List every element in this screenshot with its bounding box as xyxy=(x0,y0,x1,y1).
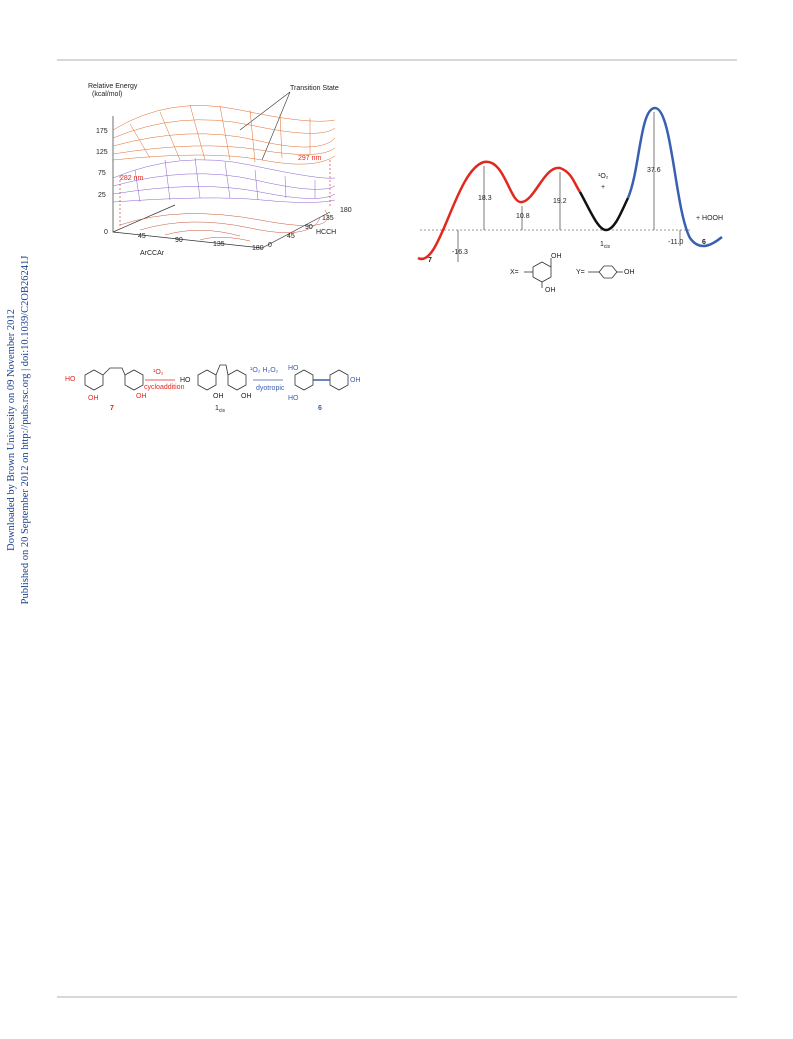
profile-black xyxy=(578,191,630,232)
oh-label: OH xyxy=(88,395,99,402)
energy: -16.3 xyxy=(452,249,468,256)
compound-main: 1 xyxy=(215,405,219,412)
reagent: ¹O₂ xyxy=(598,173,609,180)
annotation: Transition State xyxy=(290,85,339,92)
y-unit: (kcal/mol) xyxy=(92,91,122,98)
compound-label: 7 xyxy=(110,405,114,412)
x-tick-label: 180 xyxy=(252,245,264,252)
z-axis-label: HCCH xyxy=(316,229,336,236)
x-tick-label: 90 xyxy=(175,237,183,244)
scheme: HO OH OH 7 ¹O₂ cycloaddition HO OH OH 1c… xyxy=(65,364,361,414)
y-tick-label: 175 xyxy=(96,128,108,135)
reagent: ¹O₂ xyxy=(153,369,164,376)
oh-label: OH xyxy=(551,253,562,260)
oh-label: OH xyxy=(545,287,556,294)
compound-label: 1cis xyxy=(215,405,226,414)
compound-main: 1 xyxy=(600,241,604,248)
ho-label: HO xyxy=(180,377,191,384)
y-title: Relative Energy xyxy=(88,83,138,90)
compound-label: 6 xyxy=(318,405,322,412)
figure-surface: Relative Energy (kcal/mol) Transition St… xyxy=(88,83,352,257)
oh-label: OH xyxy=(213,393,224,400)
barrier: 10.8 xyxy=(516,213,530,220)
barrier: 19.2 xyxy=(553,198,567,205)
sidebar-downloaded: Downloaded by Brown University on 09 Nov… xyxy=(6,309,17,551)
profile-blue xyxy=(626,106,723,248)
compound-label: 1cis xyxy=(600,241,611,250)
plus: + xyxy=(601,184,605,191)
z-tick-label: 45 xyxy=(287,233,295,240)
figure-energy-profile: 18.3 10.8 19.2 37.6 -16.3 -11.0 7 6 1cis… xyxy=(417,106,723,294)
z-tick-label: 135 xyxy=(322,215,334,222)
product-extra: + HOOH xyxy=(696,215,723,222)
compound-label: 6 xyxy=(702,239,706,246)
z-tick-label: 90 xyxy=(305,224,313,231)
compound-sub: cis xyxy=(219,408,226,414)
reagents: ¹O₂ H₂O₂ xyxy=(250,367,279,374)
ho-label: HO xyxy=(288,365,299,372)
x-tick-label: 45 xyxy=(138,233,146,240)
compound-label: 7 xyxy=(428,257,432,264)
sidebar-published: Published on 20 September 2012 on http:/… xyxy=(20,256,31,605)
y-tick-label: 25 xyxy=(98,192,106,199)
barrier: 18.3 xyxy=(478,195,492,202)
reaction: cycloaddition xyxy=(144,384,185,391)
energy: -11.0 xyxy=(668,239,684,246)
y-definition: Y= xyxy=(576,269,585,276)
oh-label: OH xyxy=(624,269,635,276)
barrier: 37.6 xyxy=(647,167,661,174)
wavelength-right: 297 nm xyxy=(298,155,322,162)
oh-label: OH xyxy=(241,393,252,400)
x-tick-label: 0 xyxy=(104,229,108,236)
x-definition: X= xyxy=(510,269,519,276)
z-tick-label: 0 xyxy=(268,242,272,249)
oh-label: OH xyxy=(350,377,361,384)
profile-red xyxy=(417,160,582,261)
x-tick-label: 135 xyxy=(213,241,225,248)
y-tick-label: 75 xyxy=(98,170,106,177)
oh-label: OH xyxy=(136,393,147,400)
x-axis-label: ArCCAr xyxy=(140,250,165,257)
ho-label: HO xyxy=(288,395,299,402)
wavelength-left: 282 nm xyxy=(120,175,144,182)
reaction: dyotropic xyxy=(256,385,285,392)
compound-sub: cis xyxy=(604,244,611,250)
ho-label: HO xyxy=(65,376,76,383)
y-tick-label: 125 xyxy=(96,149,108,156)
z-tick-label: 180 xyxy=(340,207,352,214)
